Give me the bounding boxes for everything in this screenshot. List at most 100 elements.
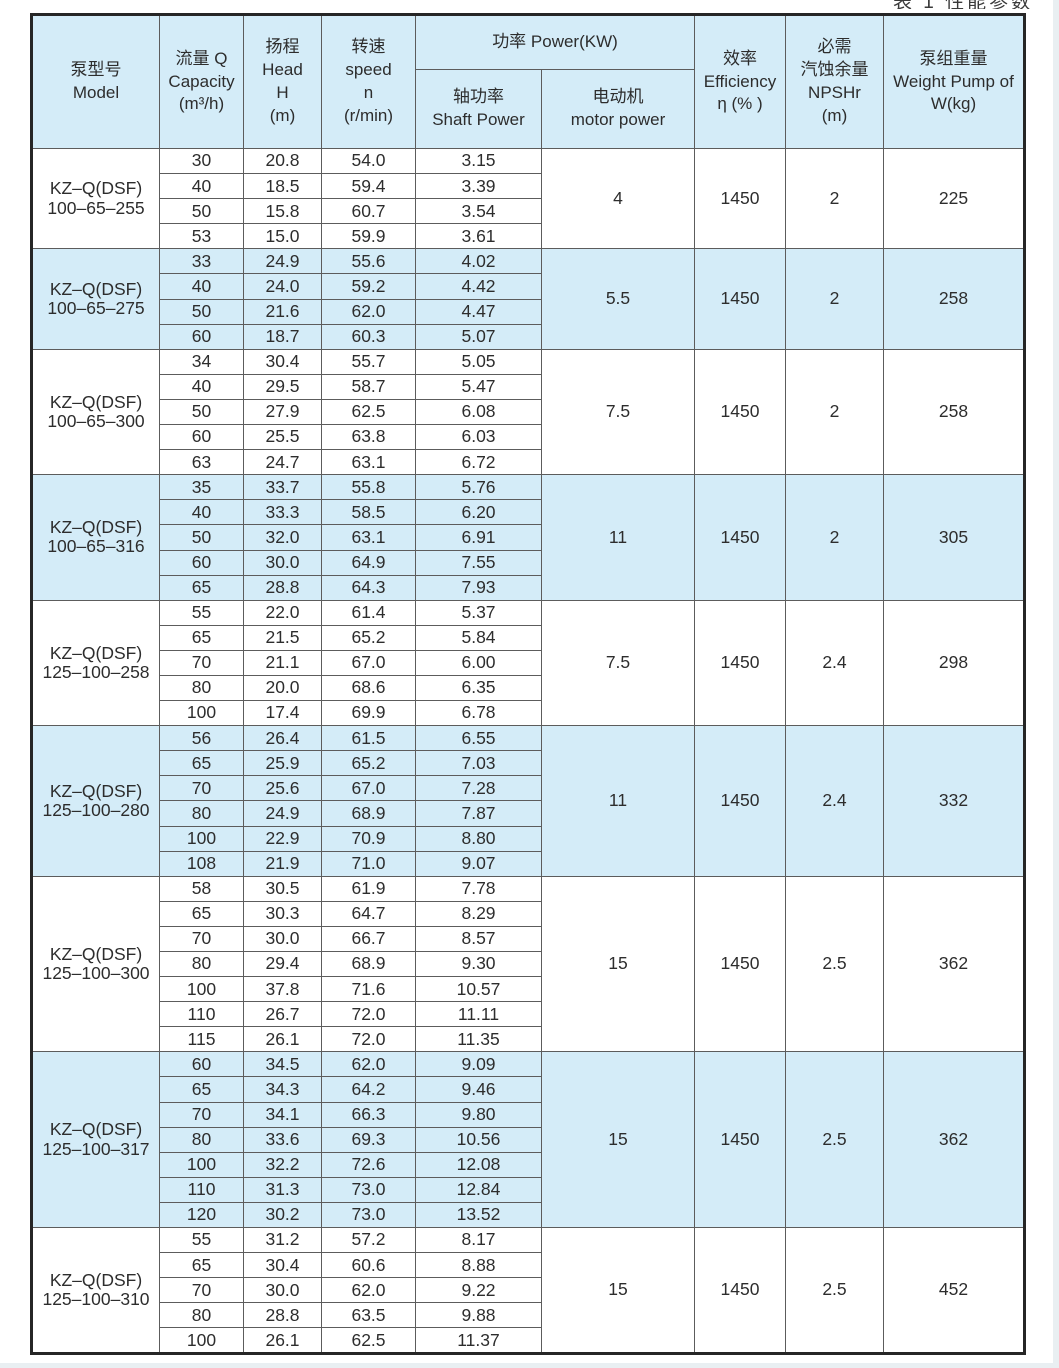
speed-cell: 65.2 bbox=[321, 624, 416, 651]
shaft_power-cell: 5.07 bbox=[415, 323, 542, 350]
shaft_power-cell: 9.30 bbox=[415, 950, 542, 978]
speed-cell: 64.3 bbox=[321, 574, 416, 601]
model-cell: KZ–Q(DSF) 125–100–310 bbox=[31, 1227, 160, 1354]
capacity-cell: 40 bbox=[159, 373, 244, 400]
head-cell: 24.0 bbox=[243, 273, 322, 300]
shaft_power-cell: 5.37 bbox=[415, 599, 542, 626]
table-row: 100 37.8 71.6 10.57 bbox=[32, 976, 1025, 1003]
speed-cell: 62.5 bbox=[321, 1327, 416, 1354]
motor-power-cell: 15 bbox=[541, 1051, 695, 1229]
table-row: 70 34.1 66.3 9.80 bbox=[32, 1101, 1025, 1128]
table-row: 50 15.8 60.7 3.54 bbox=[32, 198, 1025, 225]
motor-power-cell: 11 bbox=[541, 474, 695, 601]
scan-edge-bottom bbox=[0, 1363, 1059, 1368]
head-cell: 30.2 bbox=[243, 1201, 322, 1229]
shaft_power-cell: 13.52 bbox=[415, 1201, 542, 1229]
npshr-cell: 2.5 bbox=[785, 875, 884, 1053]
speed-cell: 62.0 bbox=[321, 1277, 416, 1304]
table-row: 50 32.0 63.1 6.91 bbox=[32, 524, 1025, 551]
head-cell: 33.6 bbox=[243, 1126, 322, 1153]
speed-cell: 61.9 bbox=[321, 875, 416, 902]
table-row: 65 30.3 64.7 8.29 bbox=[32, 900, 1025, 927]
table-row: 40 24.0 59.2 4.42 bbox=[32, 273, 1025, 300]
shaft_power-cell: 7.87 bbox=[415, 800, 542, 827]
speed-cell: 72.6 bbox=[321, 1151, 416, 1178]
motor-power-cell: 11 bbox=[541, 725, 695, 877]
table-row: 80 29.4 68.9 9.30 bbox=[32, 950, 1025, 978]
speed-cell: 60.6 bbox=[321, 1252, 416, 1279]
npshr-cell: 2.5 bbox=[785, 1227, 884, 1354]
table-row: 50 27.9 62.5 6.08 bbox=[32, 398, 1025, 426]
speed-cell: 64.7 bbox=[321, 900, 416, 927]
head-cell: 25.5 bbox=[243, 424, 322, 451]
head-cell: 21.6 bbox=[243, 298, 322, 325]
speed-cell: 73.0 bbox=[321, 1201, 416, 1229]
head-cell: 30.0 bbox=[243, 549, 322, 576]
npshr-cell: 2 bbox=[785, 348, 884, 476]
capacity-cell: 65 bbox=[159, 1076, 244, 1103]
shaft_power-cell: 9.09 bbox=[415, 1051, 542, 1078]
shaft_power-cell: 6.55 bbox=[415, 725, 542, 752]
weight-cell: 298 bbox=[883, 599, 1025, 727]
shaft_power-cell: 10.57 bbox=[415, 976, 542, 1003]
motor-power-cell: 15 bbox=[541, 1227, 695, 1354]
speed-cell: 64.9 bbox=[321, 549, 416, 576]
shaft_power-cell: 12.08 bbox=[415, 1151, 542, 1178]
weight-cell: 305 bbox=[883, 474, 1025, 601]
capacity-cell: 65 bbox=[159, 624, 244, 651]
shaft_power-cell: 8.17 bbox=[415, 1227, 542, 1254]
table-row: 40 18.5 59.4 3.39 bbox=[32, 173, 1025, 200]
capacity-cell: 70 bbox=[159, 1101, 244, 1128]
weight-cell: 452 bbox=[883, 1227, 1025, 1354]
table-header: 泵型号 Model 流量 Q Capacity (m³/h) 扬程 Head H… bbox=[31, 14, 1025, 149]
capacity-cell: 55 bbox=[159, 599, 244, 626]
head-cell: 30.0 bbox=[243, 925, 322, 953]
head-cell: 37.8 bbox=[243, 976, 322, 1003]
table-row: 50 21.6 62.0 4.47 bbox=[32, 298, 1025, 325]
speed-cell: 61.5 bbox=[321, 725, 416, 752]
shaft_power-cell: 9.07 bbox=[415, 850, 542, 877]
table-row: KZ–Q(DSF) 100–65–255 30 20.8 54.0 3.15 4 1450 2… bbox=[31, 147, 1025, 250]
header-model: 泵型号 Model bbox=[31, 14, 160, 149]
shaft_power-cell: 7.03 bbox=[415, 750, 542, 777]
model-cell: KZ–Q(DSF) 100–65–316 bbox=[31, 474, 160, 601]
capacity-cell: 120 bbox=[159, 1201, 244, 1229]
speed-cell: 68.6 bbox=[321, 674, 416, 702]
shaft_power-cell: 6.78 bbox=[415, 700, 542, 727]
speed-cell: 68.9 bbox=[321, 800, 416, 827]
npshr-cell: 2 bbox=[785, 474, 884, 601]
table-row: 70 25.6 67.0 7.28 bbox=[32, 775, 1025, 802]
capacity-cell: 50 bbox=[159, 198, 244, 225]
table-row: 80 20.0 68.6 6.35 bbox=[32, 674, 1025, 702]
npshr-cell: 2 bbox=[785, 147, 884, 250]
capacity-cell: 65 bbox=[159, 750, 244, 777]
capacity-cell: 33 bbox=[159, 248, 244, 275]
shaft_power-cell: 5.76 bbox=[415, 474, 542, 501]
motor-power-cell: 4 bbox=[541, 147, 695, 250]
head-cell: 24.9 bbox=[243, 800, 322, 827]
header-speed: 转速 speed n (r/min) bbox=[321, 14, 416, 149]
table-row: 100 22.9 70.9 8.80 bbox=[32, 825, 1025, 852]
table-row: 65 34.3 64.2 9.46 bbox=[32, 1076, 1025, 1103]
shaft_power-cell: 6.91 bbox=[415, 524, 542, 551]
speed-cell: 66.3 bbox=[321, 1101, 416, 1128]
head-cell: 34.1 bbox=[243, 1101, 322, 1128]
table-row: KZ–Q(DSF) 100–65–300 34 30.4 55.7 5.05 7.5 145… bbox=[31, 348, 1025, 476]
capacity-cell: 100 bbox=[159, 700, 244, 727]
speed-cell: 62.5 bbox=[321, 398, 416, 426]
table-row: 80 33.6 69.3 10.56 bbox=[32, 1126, 1025, 1153]
head-cell: 24.7 bbox=[243, 449, 322, 476]
shaft_power-cell: 6.35 bbox=[415, 674, 542, 702]
capacity-cell: 110 bbox=[159, 1176, 244, 1203]
table-row: 60 25.5 63.8 6.03 bbox=[32, 424, 1025, 451]
shaft_power-cell: 3.39 bbox=[415, 173, 542, 200]
table-row: 63 24.7 63.1 6.72 bbox=[32, 449, 1025, 476]
capacity-cell: 56 bbox=[159, 725, 244, 752]
table-row: 110 31.3 73.0 12.84 bbox=[32, 1176, 1025, 1203]
shaft_power-cell: 3.15 bbox=[415, 147, 542, 175]
header-power-group: 功率 Power(KW) bbox=[415, 14, 695, 70]
table-row: 120 30.2 73.0 13.52 bbox=[32, 1201, 1025, 1229]
table-row: 70 21.1 67.0 6.00 bbox=[32, 649, 1025, 676]
weight-cell: 362 bbox=[883, 1051, 1025, 1229]
